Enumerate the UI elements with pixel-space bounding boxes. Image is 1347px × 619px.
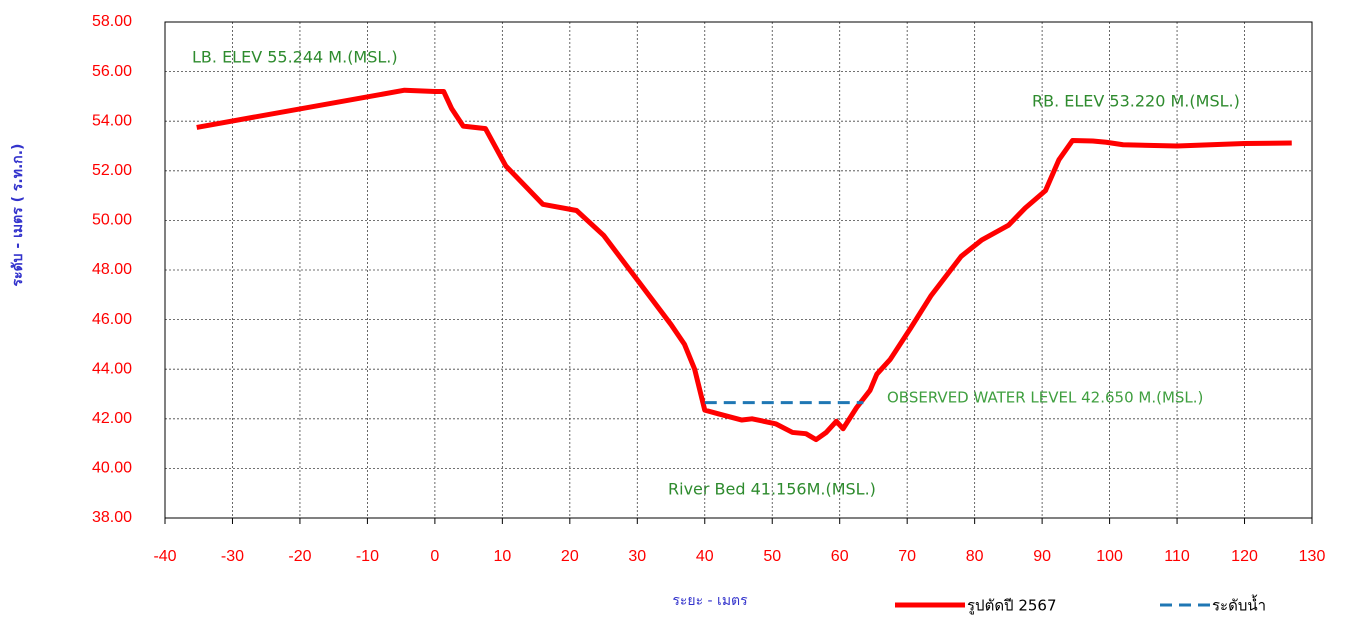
- y-axis-label: ระดับ - เมตร ( ร.ท.ก.): [10, 144, 26, 287]
- x-tick-label: 100: [1096, 548, 1123, 565]
- x-tick-label: 40: [696, 548, 714, 565]
- x-tick-label: 80: [966, 548, 984, 565]
- y-tick-label: 50.00: [92, 212, 132, 229]
- y-tick-label: 44.00: [92, 360, 132, 377]
- y-tick-label: 54.00: [92, 112, 132, 129]
- annotation: RB. ELEV 53.220 M.(MSL.): [1032, 92, 1240, 111]
- x-tick-label: -30: [221, 548, 244, 565]
- x-tick-label: 130: [1299, 548, 1326, 565]
- y-tick-label: 56.00: [92, 63, 132, 80]
- legend-label: รูปตัดปี 2567: [967, 597, 1057, 615]
- x-tick-label: 30: [628, 548, 646, 565]
- y-tick-label: 52.00: [92, 162, 132, 179]
- x-tick-label: 50: [763, 548, 781, 565]
- series-line: [196, 87, 1292, 443]
- x-tick-label: 110: [1164, 548, 1190, 565]
- annotation: LB. ELEV 55.244 M.(MSL.): [192, 48, 398, 67]
- y-tick-label: 40.00: [92, 460, 132, 477]
- x-tick-label: 70: [898, 548, 916, 565]
- x-tick-label: 120: [1231, 548, 1258, 565]
- x-tick-label: -20: [288, 548, 311, 565]
- y-tick-label: 46.00: [92, 311, 132, 328]
- x-axis-label: ระยะ - เมตร: [672, 593, 748, 609]
- x-tick-label: -40: [153, 548, 176, 565]
- plot-border: [164, 21, 1313, 519]
- x-tick-label: 20: [561, 548, 579, 565]
- legend-label: ระดับน้ำ: [1212, 595, 1266, 615]
- x-tick-label: -10: [356, 548, 379, 565]
- y-tick-label: 58.00: [92, 13, 132, 30]
- x-tick-label: 60: [831, 548, 849, 565]
- y-tick-label: 42.00: [92, 410, 132, 427]
- annotation: River Bed 41.156M.(MSL.): [668, 480, 876, 499]
- x-tick-label: 10: [493, 548, 511, 565]
- annotation: OBSERVED WATER LEVEL 42.650 M.(MSL.): [887, 389, 1203, 407]
- y-tick-label: 38.00: [92, 509, 132, 526]
- y-tick-label: 48.00: [92, 261, 132, 278]
- x-tick-label: 0: [430, 548, 439, 565]
- x-tick-label: 90: [1033, 548, 1051, 565]
